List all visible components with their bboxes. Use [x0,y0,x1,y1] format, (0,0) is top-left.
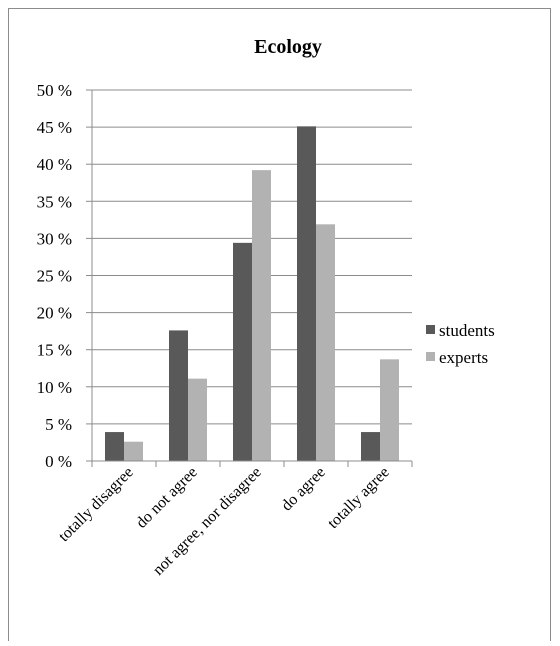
x-category-label: totally agree [325,464,393,532]
bar-students [233,242,252,461]
y-tick-label: 10 % [37,378,72,397]
bars [105,126,399,462]
y-tick-label: 45 % [37,118,72,137]
legend-swatch-experts [426,352,435,361]
bar-experts [188,378,207,461]
bar-experts [380,359,399,461]
y-tick-label: 30 % [37,229,72,248]
bar-experts [252,170,271,462]
legend-swatch-students [426,325,435,334]
y-tick-label: 0 % [45,452,72,471]
bar-students [169,330,188,461]
axes [91,90,413,467]
chart-frame [8,8,551,641]
x-category-label: do not agree [133,464,201,532]
legend: students experts [426,321,495,367]
y-tick-label: 50 % [37,81,72,100]
y-tick-label: 40 % [37,155,72,174]
y-tick-label: 35 % [37,192,72,211]
x-category-label: not agree, nor disagree [150,464,265,579]
bar-experts [124,441,143,461]
x-category-label: totally disagree [55,464,136,545]
y-axis-ticks: 0 % 5 % 10 % 15 % 20 % 25 % 30 % 35 % 40 % 45 % 50… [37,81,72,471]
bar-experts [316,224,335,461]
y-tick-label: 20 % [37,304,72,323]
bar-students [297,126,316,461]
y-tick-label: 15 % [37,341,72,360]
legend-label-students: students [439,321,495,340]
x-category-label: do agree [278,464,329,515]
chart-title: Ecology [254,36,322,58]
bar-students [361,432,380,461]
y-tick-label: 5 % [45,415,72,434]
legend-label-experts: experts [439,348,488,367]
bar-students [105,432,124,461]
y-tick-label: 25 % [37,267,72,286]
